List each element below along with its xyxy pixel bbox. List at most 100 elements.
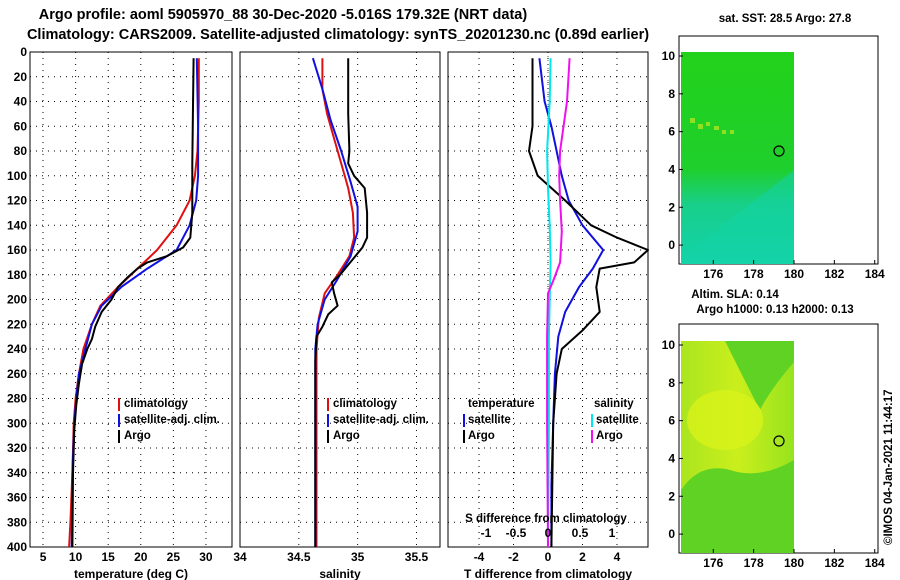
sla-map-ticks: 0 2 4 6 8 10 176 178 180 182 184 xyxy=(662,338,885,570)
s-tick-label: -0.5 xyxy=(506,526,527,540)
x-tick-label: 20 xyxy=(134,550,148,564)
map-x-tick-label: 178 xyxy=(744,267,764,281)
map-y-tick-label: 4 xyxy=(668,162,675,176)
x-tick-label: 2 xyxy=(579,550,586,564)
y-tick-label: 300 xyxy=(7,416,27,430)
map-x-tick-label: 184 xyxy=(865,556,885,570)
map-y-tick-label: 8 xyxy=(668,87,675,101)
sst-map-patches xyxy=(690,118,734,134)
y-tick-label: 340 xyxy=(7,466,27,480)
x-tick-label: 10 xyxy=(69,550,83,564)
map-x-tick-label: 180 xyxy=(784,267,804,281)
y-tick-label: 60 xyxy=(14,119,28,133)
x-tick-label: 35 xyxy=(351,550,365,564)
sst-map-argo-marker xyxy=(773,145,785,157)
credit-text: ©IMOS 04-Jan-2021 11:44:17 xyxy=(883,389,895,545)
s-tick-label: 0.5 xyxy=(572,526,589,540)
sla-map-argo-marker xyxy=(773,435,785,447)
map-y-tick-label: 2 xyxy=(668,489,675,503)
salinity-legend: climatology satellite-adj. clim. Argo xyxy=(327,398,429,443)
s-difference-axis-label: S difference from climatology xyxy=(465,513,627,525)
sla-map-subtitle: Argo h1000: 0.13 h2000: 0.13 xyxy=(696,304,853,316)
sst-map-title: sat. SST: 28.5 Argo: 27.8 xyxy=(719,13,852,25)
sst-map-ticks: 0 2 4 6 8 10 176 178 180 182 184 xyxy=(662,49,885,281)
sst-map-warm-region xyxy=(681,170,794,264)
y-tick-label: 220 xyxy=(7,317,27,331)
legend-label-sal-satellite: satellite xyxy=(596,414,639,426)
map-x-tick-label: 176 xyxy=(703,556,723,570)
x-tick-label: 34 xyxy=(233,550,247,564)
series-line-salinity-satellite xyxy=(546,58,552,548)
x-tick-label: 34.5 xyxy=(287,550,311,564)
map-y-tick-label: 8 xyxy=(668,376,675,390)
legend-label-climatology: climatology xyxy=(124,398,189,410)
map-x-tick-label: 180 xyxy=(784,556,804,570)
x-tick-label: 30 xyxy=(199,550,213,564)
y-tick-label: 40 xyxy=(14,95,28,109)
s-difference-ticks: -1 -0.5 0 0.5 1 xyxy=(481,526,616,540)
map-y-tick-label: 10 xyxy=(662,49,676,63)
difference-legend: temperature satellite Argo salinity sate… xyxy=(463,398,639,443)
map-x-tick-label: 184 xyxy=(865,267,885,281)
map-y-tick-label: 6 xyxy=(668,414,675,428)
map-y-tick-label: 2 xyxy=(668,200,675,214)
y-tick-label: 80 xyxy=(14,144,28,158)
y-tick-label: 240 xyxy=(7,342,27,356)
map-x-tick-label: 182 xyxy=(824,267,844,281)
y-tick-label: 120 xyxy=(7,194,27,208)
x-tick-label: 15 xyxy=(102,550,116,564)
sla-map-peak xyxy=(687,390,763,450)
y-tick-label: 400 xyxy=(7,540,27,554)
salinity-axis-label: salinity xyxy=(319,567,361,580)
legend-label-argo: Argo xyxy=(333,430,360,442)
map-y-tick-label: 0 xyxy=(668,527,675,541)
map-y-tick-label: 6 xyxy=(668,125,675,139)
y-tick-label: 100 xyxy=(7,169,27,183)
series-line-argo xyxy=(314,58,369,547)
title-line-2: Climatology: CARS2009. Satellite-adjuste… xyxy=(27,27,649,43)
map-x-tick-label: 182 xyxy=(824,556,844,570)
axis-ticks: 5 10 15 20 25 3002040608010012014016018020022… xyxy=(7,45,621,564)
x-tick-label: 35.5 xyxy=(405,550,429,564)
temperature-legend: climatology satellite-adj. clim. Argo xyxy=(118,398,220,443)
x-tick-label: -4 xyxy=(474,550,485,564)
map-y-tick-label: 4 xyxy=(668,451,675,465)
legend-label-temp-argo: Argo xyxy=(468,430,495,442)
map-y-tick-label: 0 xyxy=(668,238,675,252)
legend-label-climatology: climatology xyxy=(333,398,398,410)
y-tick-label: 280 xyxy=(7,392,27,406)
x-tick-label: 4 xyxy=(614,550,621,564)
series-line-temperature-argo xyxy=(528,58,649,548)
title-line-1: Argo profile: aoml 5905970_88 30-Dec-202… xyxy=(39,7,528,23)
map-y-tick-label: 10 xyxy=(662,338,676,352)
x-tick-label: 0 xyxy=(545,550,552,564)
legend-label-satellite: satellite-adj. clim. xyxy=(333,414,429,426)
y-tick-label: 380 xyxy=(7,515,27,529)
y-tick-label: 180 xyxy=(7,268,27,282)
temperature-axis-label: temperature (deg C) xyxy=(74,567,188,580)
legend-label-sal-argo: Argo xyxy=(596,430,623,442)
series-line-argo xyxy=(71,58,195,548)
legend-label-argo: Argo xyxy=(124,430,151,442)
legend-title-temperature: temperature xyxy=(468,398,534,410)
s-tick-label: -1 xyxy=(481,526,492,540)
y-tick-label: 360 xyxy=(7,491,27,505)
legend-label-satellite: satellite-adj. clim. xyxy=(124,414,220,426)
salinity-panel xyxy=(239,51,441,548)
y-tick-label: 260 xyxy=(7,367,27,381)
t-difference-axis-label: T difference from climatology xyxy=(464,567,632,580)
y-tick-label: 200 xyxy=(7,293,27,307)
x-tick-label: 25 xyxy=(167,550,181,564)
legend-label-temp-satellite: satellite xyxy=(468,414,511,426)
y-tick-label: 20 xyxy=(14,70,28,84)
sla-map-title: Altim. SLA: 0.14 xyxy=(691,289,779,301)
profile-curves xyxy=(68,57,649,548)
y-tick-label: 320 xyxy=(7,441,27,455)
legend-title-salinity: salinity xyxy=(594,398,634,410)
y-tick-label: 0 xyxy=(20,45,27,59)
s-tick-label: 0 xyxy=(545,526,552,540)
y-tick-label: 140 xyxy=(7,218,27,232)
map-x-tick-label: 178 xyxy=(744,556,764,570)
s-tick-label: 1 xyxy=(609,526,616,540)
